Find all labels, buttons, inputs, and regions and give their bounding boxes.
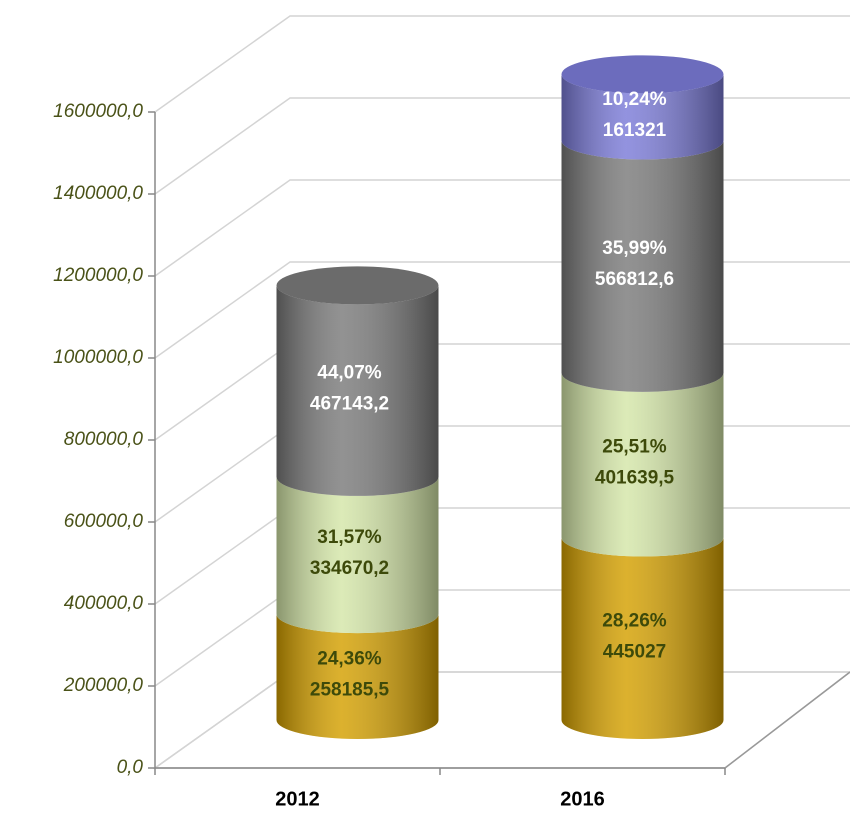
shading xyxy=(276,285,439,496)
y-tick-label: 0,0 xyxy=(117,757,144,778)
percent-label: 24,36% xyxy=(317,649,382,670)
percent-label: 28,26% xyxy=(602,610,667,631)
cylinder-top-shade xyxy=(276,266,439,305)
percent-label: 44,07% xyxy=(317,363,382,384)
value-label: 445027 xyxy=(603,641,666,662)
percent-label: 35,99% xyxy=(602,238,667,259)
y-tick-label: 1400000,0 xyxy=(53,183,143,204)
cylinder-top xyxy=(276,266,439,305)
grid-line xyxy=(154,671,850,769)
shading xyxy=(561,74,724,160)
y-tick-label: 800000,0 xyxy=(64,429,144,450)
cylinder-top-shade xyxy=(561,55,724,94)
floor xyxy=(152,671,850,769)
y-tick-label: 400000,0 xyxy=(64,593,144,614)
value-label: 334670,2 xyxy=(310,558,389,579)
shading xyxy=(561,372,724,557)
x-tick-label: 2012 xyxy=(275,788,320,810)
percent-label: 25,51% xyxy=(602,437,667,458)
percent-label: 31,57% xyxy=(317,527,382,548)
y-tick-label: 1600000,0 xyxy=(53,101,143,122)
cylinder-top xyxy=(561,55,724,94)
shading xyxy=(561,537,724,739)
shading xyxy=(561,140,724,392)
value-label: 258185,5 xyxy=(310,680,390,701)
shading xyxy=(276,476,439,634)
y-tick-label: 1000000,0 xyxy=(53,347,143,368)
y-tick-label: 600000,0 xyxy=(64,511,144,532)
value-label: 566812,6 xyxy=(595,269,674,290)
value-label: 401639,5 xyxy=(595,468,675,489)
floor-edge xyxy=(724,671,850,769)
percent-label: 10,24% xyxy=(602,89,667,110)
value-label: 161321 xyxy=(603,120,667,141)
grid-line xyxy=(154,15,850,113)
y-tick-label: 1200000,0 xyxy=(53,265,143,286)
y-tick-label: 200000,0 xyxy=(63,675,144,696)
value-label: 467143,2 xyxy=(310,394,389,415)
x-tick-label: 2016 xyxy=(560,788,605,810)
shading xyxy=(276,614,439,739)
